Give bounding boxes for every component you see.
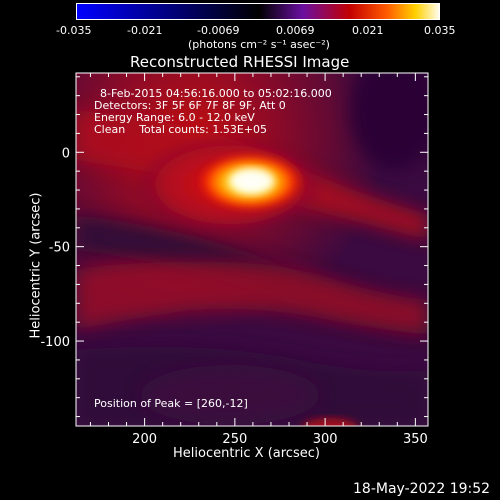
x-tick-label: 300 bbox=[313, 432, 338, 447]
colorbar-label: (photons cm⁻² s⁻¹ asec⁻²) bbox=[188, 38, 330, 51]
x-tick-label: 200 bbox=[132, 432, 157, 447]
colorbar-tick-label: 0.021 bbox=[352, 24, 384, 37]
x-tick-label: 250 bbox=[222, 432, 247, 447]
colorbar-tick-label: 0.035 bbox=[424, 24, 456, 37]
plot-frame bbox=[75, 72, 429, 427]
chart-title: Reconstructed RHESSI Image bbox=[130, 53, 350, 71]
colorbar-tick-label: -0.021 bbox=[127, 24, 163, 37]
clean-counts-annotation: Clean Total counts: 1.53E+05 bbox=[94, 123, 268, 136]
heatmap-image bbox=[76, 73, 428, 426]
x-axis-label: Heliocentric X (arcsec) bbox=[173, 446, 320, 461]
timestamp: 18-May-2022 19:52 bbox=[353, 481, 491, 497]
colorbar-tick-label: -0.035 bbox=[56, 24, 92, 37]
y-axis-label: Heliocentric Y (arcsec) bbox=[28, 192, 44, 339]
x-tick-label: 350 bbox=[403, 432, 428, 447]
y-tick-label: -50 bbox=[49, 241, 70, 256]
y-axis: 0 -50 -100 bbox=[40, 76, 428, 418]
detectors-annotation: Detectors: 3F 5F 6F 7F 8F 9F, Att 0 bbox=[94, 99, 286, 112]
time-range-annotation: 8-Feb-2015 04:56:16.000 to 05:02:16.000 bbox=[100, 87, 332, 100]
colorbar-tick-label: -0.0069 bbox=[197, 24, 240, 37]
colorbar bbox=[76, 3, 440, 20]
peak-position-annotation: Position of Peak = [260,-12] bbox=[94, 397, 248, 410]
energy-range-annotation: Energy Range: 6.0 - 12.0 keV bbox=[94, 111, 255, 124]
y-tick-label: 0 bbox=[62, 146, 70, 161]
x-axis: 200 250 300 350 bbox=[89, 73, 428, 447]
y-tick-label: -100 bbox=[40, 335, 70, 350]
colorbar-tick-label: 0.0069 bbox=[276, 24, 315, 37]
